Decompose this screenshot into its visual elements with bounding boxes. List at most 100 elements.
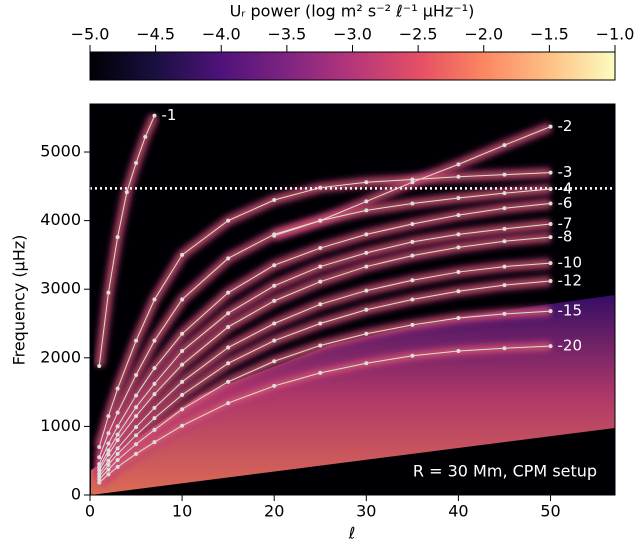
y-tick-label: 0 [71,485,81,504]
mode-point [115,464,120,469]
mode-point [226,361,231,366]
y-axis-label: Frequency (μHz) [10,235,29,366]
mode-point [272,263,277,268]
mode-point [456,232,461,237]
mode-point [456,348,461,353]
mode-point [364,250,369,255]
mode-point [134,160,139,165]
mode-point [364,307,369,312]
mode-point [180,362,185,367]
mode-line [98,280,551,477]
mode-point [548,278,553,283]
mode-point [410,177,415,182]
mode-point [106,462,111,467]
mode-point [115,432,120,437]
mode-point [364,232,369,237]
mode-point [106,472,111,477]
colorbar-tick-label: −4.5 [136,25,175,44]
mode-point [364,361,369,366]
mode-point [115,438,120,443]
mode-point [272,298,277,303]
mode-point [97,468,102,473]
mode-line [98,172,551,448]
mode-point [548,309,553,314]
colorbar-tick-label: −4.0 [202,25,241,44]
mode-point [502,206,507,211]
mode-point [152,416,157,421]
mode-point [152,405,157,410]
mode-point [180,423,185,428]
mode-point [318,343,323,348]
mode-point [124,190,129,195]
mode-point [134,393,139,398]
mode-point [272,198,277,203]
mode-point [106,290,111,295]
mode-point [548,170,553,175]
x-tick-label: 50 [540,502,560,521]
mode-line [98,310,551,480]
mode-label: -12 [558,271,583,289]
mode-point [410,239,415,244]
mode-point [456,162,461,167]
mode-point [548,201,553,206]
mode-point [115,458,120,463]
y-tick-label: 3000 [40,279,81,298]
mode-point [226,379,231,384]
mode-point [180,252,185,257]
mode-point [226,290,231,295]
mode-point [226,401,231,406]
mode-point [106,431,111,436]
mode-point [502,311,507,316]
mode-point [152,440,157,445]
plot-area: -1 -2 -3-4-6 -7-8 -10-12 -15 -20 [90,104,615,495]
plot-frame [89,103,616,496]
mode-point [106,441,111,446]
mode-label: -10 [558,254,583,272]
mode-point [272,232,277,237]
mode-point [410,253,415,258]
mode-point [115,235,120,240]
mode-point [115,386,120,391]
mode-point [272,338,277,343]
mode-point [180,392,185,397]
mode-point [115,451,120,456]
mode-point [502,143,507,148]
mode-point [134,372,139,377]
mode-label: -15 [558,302,583,320]
mode-point [152,366,157,371]
mode-point [134,442,139,447]
mode-point [180,407,185,412]
mode-point [272,383,277,388]
y-tick-label: 1000 [40,416,81,435]
x-tick-label: 10 [172,502,192,521]
mode-point [318,321,323,326]
mode-point [115,446,120,451]
y-tick-label: 4000 [40,210,81,229]
mode-point [134,405,139,410]
mode-point [152,297,157,302]
mode-label: -3 [558,163,573,181]
mode-point [456,195,461,200]
mode-point [106,467,111,472]
mode-point [456,289,461,294]
colorbar-label: Uᵣ power (log m² s⁻² ℓ⁻¹ μHz⁻¹) [230,2,475,21]
mode-point [134,414,139,419]
mode-point [180,297,185,302]
mode-point [364,199,369,204]
mode-point [134,338,139,343]
mode-point [272,321,277,326]
mode-point [134,425,139,430]
mode-line [98,202,551,465]
colorbar-tick-label: −3.0 [333,25,372,44]
x-tick-label: 40 [448,502,468,521]
x-tick-label: 0 [85,502,95,521]
mode-line [98,262,551,475]
mode-point [364,331,369,336]
mode-point [226,345,231,350]
mode-point [410,180,415,185]
mode-point [364,264,369,269]
colorbar-tick-label: −3.5 [267,25,306,44]
mode-point [106,414,111,419]
mode-point [364,288,369,293]
